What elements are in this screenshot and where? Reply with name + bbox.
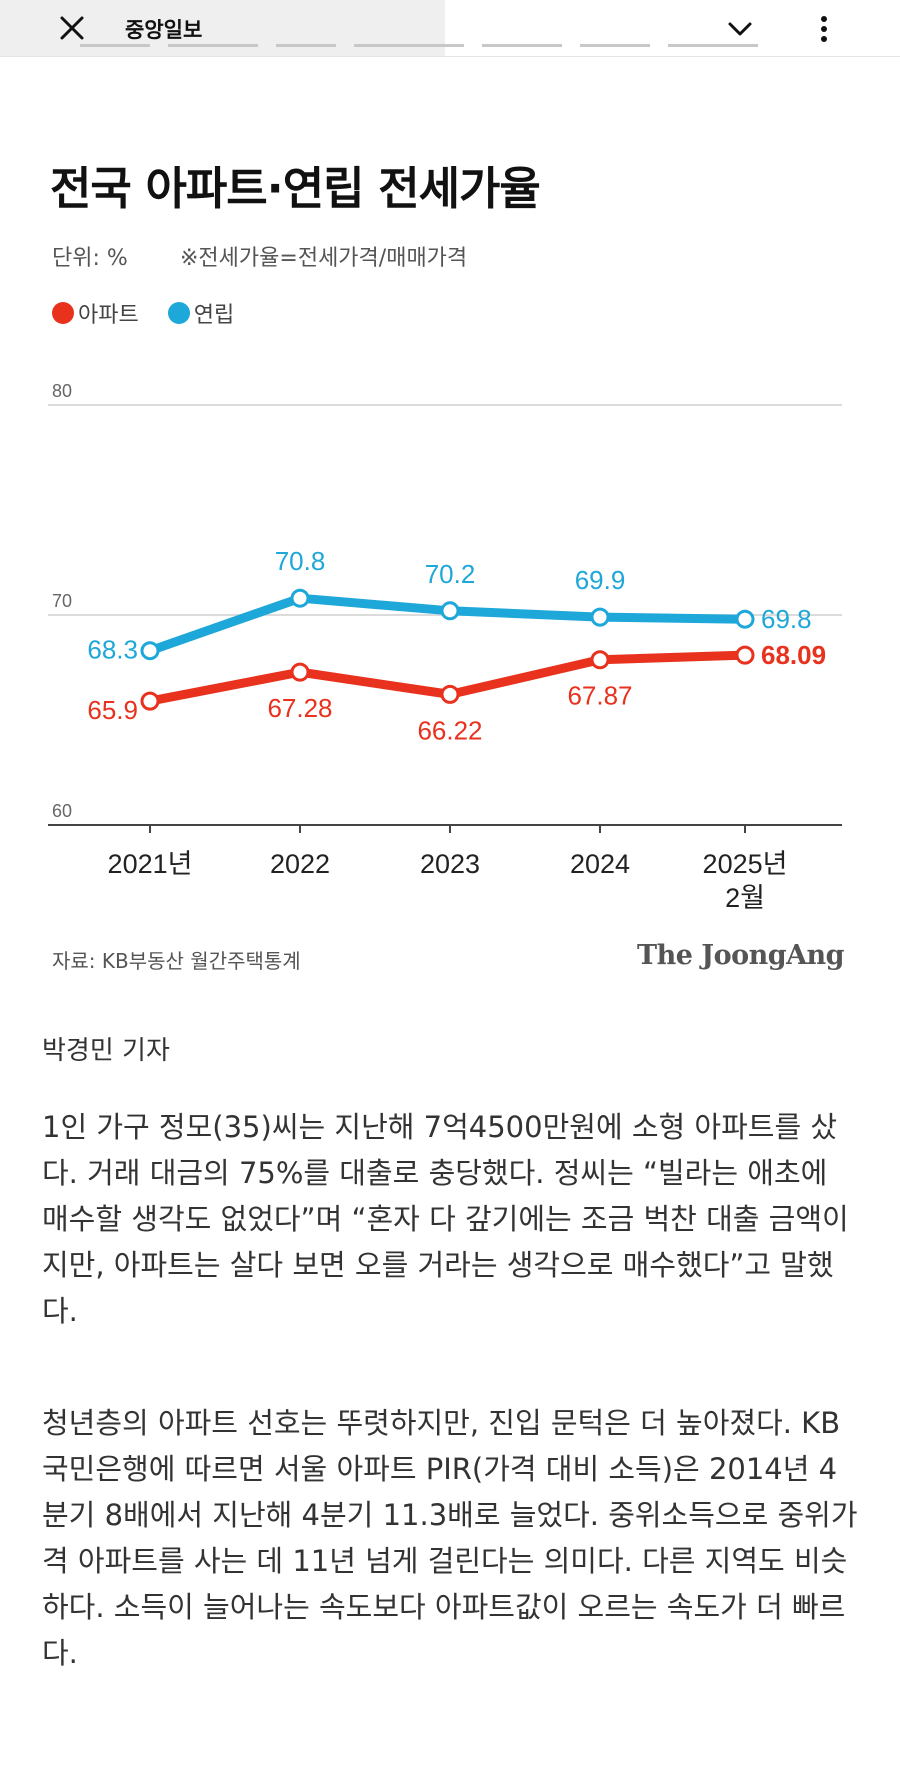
x-tick-label: 2022 [270, 849, 330, 879]
data-point-apartment [140, 691, 160, 711]
chart-title: 전국 아파트·연립 전세가율 [50, 162, 541, 215]
x-tick-label: 2024 [570, 849, 630, 879]
site-title: 중앙일보 [125, 18, 203, 42]
legend-item-apartment: 아파트 [52, 297, 139, 329]
data-label-villa: 69.8 [761, 604, 812, 634]
x-tick-label: 2021년 [108, 849, 193, 879]
data-label-villa: 68.3 [87, 635, 138, 665]
x-tick-label: 2월 [725, 883, 765, 910]
scrolled-text-remnant [80, 44, 820, 54]
expand-button[interactable] [726, 18, 754, 42]
article-paragraph: 청년층의 아파트 선호는 뚜렷하지만, 진입 문턱은 더 높아졌다. KB국민은… [42, 1406, 858, 1670]
data-point-villa [440, 601, 460, 621]
more-options-button[interactable] [814, 14, 834, 44]
data-point-apartment [735, 645, 755, 665]
data-label-villa: 69.9 [575, 565, 626, 595]
byline: 박경민 기자 [42, 1036, 170, 1066]
x-tick-label: 2025년 [703, 849, 788, 879]
more-vertical-icon [821, 16, 827, 42]
y-tick-label: 80 [52, 381, 72, 401]
brand-logo: The JoongAng [637, 940, 845, 971]
chart-note: ※전세가율=전세가격/매매가격 [180, 246, 468, 271]
legend-item-villa: 연립 [167, 297, 235, 329]
data-label-apartment: 67.87 [567, 681, 632, 711]
close-button[interactable] [58, 14, 86, 42]
data-label-apartment: 68.09 [761, 640, 826, 670]
data-label-villa: 70.2 [425, 559, 476, 589]
legend-label-villa: 연립 [193, 303, 235, 328]
data-label-apartment: 66.22 [417, 715, 482, 745]
y-tick-label: 60 [52, 801, 72, 821]
data-label-apartment: 65.9 [87, 695, 138, 725]
legend-label-apartment: 아파트 [78, 303, 139, 328]
x-tick-label: 2023 [420, 849, 480, 879]
data-point-villa [290, 588, 310, 608]
legend-dot-villa [167, 302, 190, 324]
data-point-villa [735, 609, 755, 629]
data-point-villa [140, 641, 160, 661]
data-label-villa: 70.8 [275, 546, 326, 576]
chevron-down-icon [728, 22, 752, 36]
chart-legend: 아파트 연립 [52, 297, 256, 329]
top-app-bar: 중앙일보 [0, 0, 900, 57]
chart-unit: 단위: % [52, 246, 128, 271]
data-point-apartment [590, 650, 610, 670]
data-point-apartment [440, 684, 460, 704]
close-icon [60, 16, 84, 40]
legend-dot-apartment [52, 302, 74, 324]
chart-source: 자료: KB부동산 월간주택통계 [52, 949, 301, 973]
data-point-apartment [290, 662, 310, 682]
data-point-villa [590, 607, 610, 627]
article-paragraph: 1인 가구 정모(35)씨는 지난해 7억4500만원에 소형 아파트를 샀다.… [42, 1110, 849, 1328]
y-tick-label: 70 [52, 591, 72, 611]
data-label-apartment: 67.28 [267, 693, 332, 723]
line-chart: 80 70 60 2021년 2022 2023 2024 2025년 2월 68.3 70.8 70… [48, 381, 842, 910]
